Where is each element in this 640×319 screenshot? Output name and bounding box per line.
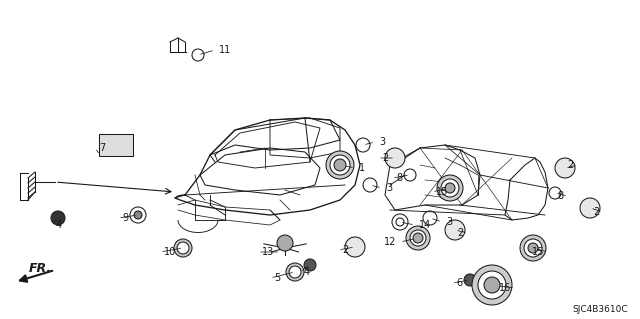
Circle shape bbox=[134, 211, 142, 219]
Text: 4: 4 bbox=[304, 267, 310, 277]
Circle shape bbox=[445, 183, 455, 193]
Text: 13: 13 bbox=[262, 247, 275, 257]
Circle shape bbox=[177, 242, 189, 254]
Text: 3: 3 bbox=[446, 217, 452, 227]
Circle shape bbox=[304, 259, 316, 271]
Circle shape bbox=[478, 271, 506, 299]
FancyBboxPatch shape bbox=[99, 134, 133, 156]
Circle shape bbox=[334, 159, 346, 171]
Text: 3: 3 bbox=[386, 183, 392, 193]
Text: 15: 15 bbox=[436, 187, 449, 197]
Text: 11: 11 bbox=[219, 45, 231, 55]
Text: 14: 14 bbox=[419, 220, 431, 230]
Circle shape bbox=[289, 266, 301, 278]
Text: 4: 4 bbox=[56, 220, 62, 230]
Circle shape bbox=[520, 235, 546, 261]
Circle shape bbox=[410, 230, 426, 246]
Text: 2: 2 bbox=[458, 228, 464, 238]
Circle shape bbox=[472, 265, 512, 305]
Text: 8: 8 bbox=[396, 173, 402, 183]
Circle shape bbox=[286, 263, 304, 281]
Text: 8: 8 bbox=[558, 191, 564, 201]
Circle shape bbox=[464, 274, 476, 286]
Text: 12: 12 bbox=[383, 237, 396, 247]
Circle shape bbox=[413, 233, 423, 243]
Circle shape bbox=[345, 237, 365, 257]
Text: 10: 10 bbox=[164, 247, 176, 257]
Circle shape bbox=[445, 220, 465, 240]
Circle shape bbox=[528, 243, 538, 253]
Circle shape bbox=[326, 151, 354, 179]
Text: 7: 7 bbox=[99, 143, 105, 153]
Text: 3: 3 bbox=[379, 137, 385, 147]
Text: FR.: FR. bbox=[29, 262, 52, 275]
Circle shape bbox=[51, 211, 65, 225]
Text: 2: 2 bbox=[382, 153, 388, 163]
Text: 5: 5 bbox=[274, 273, 280, 283]
Text: 2: 2 bbox=[568, 160, 574, 170]
Circle shape bbox=[330, 155, 350, 175]
Circle shape bbox=[277, 235, 293, 251]
Text: 2: 2 bbox=[593, 207, 599, 217]
Circle shape bbox=[385, 148, 405, 168]
Text: 1: 1 bbox=[359, 163, 365, 173]
Circle shape bbox=[441, 179, 459, 197]
Circle shape bbox=[174, 239, 192, 257]
Circle shape bbox=[580, 198, 600, 218]
Circle shape bbox=[555, 158, 575, 178]
Text: 15: 15 bbox=[532, 247, 544, 257]
Circle shape bbox=[484, 277, 500, 293]
Text: 9: 9 bbox=[122, 213, 128, 223]
Circle shape bbox=[406, 226, 430, 250]
Circle shape bbox=[437, 175, 463, 201]
Circle shape bbox=[524, 239, 542, 257]
Text: SJC4B3610C: SJC4B3610C bbox=[572, 306, 628, 315]
Text: 2: 2 bbox=[342, 245, 348, 255]
Text: 16: 16 bbox=[499, 283, 511, 293]
Text: 6: 6 bbox=[456, 278, 462, 288]
